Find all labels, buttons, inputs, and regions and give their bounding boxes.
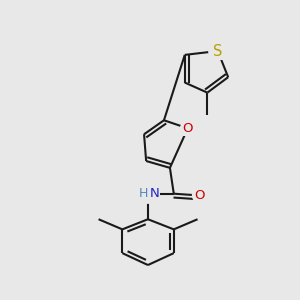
Circle shape [209,42,227,60]
Text: O: O [182,122,193,135]
Text: H: H [139,187,148,200]
Circle shape [193,188,207,203]
Text: S: S [213,44,223,59]
Text: N: N [149,187,159,200]
Circle shape [138,184,158,203]
Circle shape [181,121,195,135]
Text: O: O [194,189,205,202]
